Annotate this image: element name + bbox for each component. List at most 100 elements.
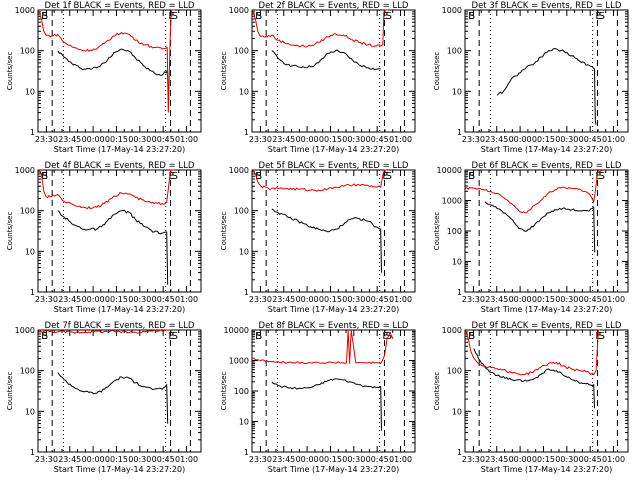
detector-panel-1: Det 1f BLACK = Events, RED = LLD 1 10 100 10… bbox=[6, 1, 202, 154]
event-marker-label: E bbox=[168, 331, 174, 342]
series-line-lld bbox=[38, 169, 175, 210]
x-axis-title: Start Time (17-May-14 23:27:20) bbox=[268, 145, 399, 154]
x-tick-label: 00:00 bbox=[296, 455, 319, 464]
x-tick-label: 00:45 bbox=[366, 455, 389, 464]
x-tick-label: 23:45 bbox=[58, 455, 81, 464]
event-marker-label: E bbox=[255, 171, 261, 182]
y-tick-label: 100 bbox=[20, 207, 35, 216]
y-tick-label: 100 bbox=[234, 207, 249, 216]
y-tick-label: 10 bbox=[25, 87, 35, 96]
plot-frame bbox=[37, 9, 202, 133]
series-line-lld bbox=[465, 169, 604, 214]
x-tick-label: 00:30 bbox=[128, 295, 151, 304]
plot-frame bbox=[464, 329, 629, 453]
event-marker-label: S bbox=[42, 331, 48, 342]
event-marker-label: S bbox=[599, 171, 605, 182]
x-tick-label: 23:30 bbox=[249, 135, 272, 144]
y-tick-label: 1 bbox=[244, 448, 249, 457]
x-axis-title: Start Time (17-May-14 23:27:20) bbox=[54, 145, 185, 154]
x-axis-title: Start Time (17-May-14 23:27:20) bbox=[268, 465, 399, 474]
y-tick-label: 1 bbox=[30, 128, 35, 137]
x-tick-label: 23:45 bbox=[485, 135, 508, 144]
x-tick-label: 23:45 bbox=[272, 135, 295, 144]
x-tick-label: 00:30 bbox=[342, 455, 365, 464]
event-marker-label: S bbox=[599, 331, 605, 342]
x-tick-label: 00:30 bbox=[555, 135, 578, 144]
x-axis-title: Start Time (17-May-14 23:27:20) bbox=[481, 465, 612, 474]
x-tick-label: 01:00 bbox=[389, 135, 412, 144]
event-marker-label: E bbox=[382, 11, 388, 22]
event-marker-label: S bbox=[599, 11, 605, 22]
x-tick-label: 00:45 bbox=[152, 295, 175, 304]
event-marker-label: E bbox=[41, 331, 47, 342]
y-tick-label: 100 bbox=[20, 367, 35, 376]
event-marker-label: S bbox=[469, 11, 475, 22]
panel-title: Det 2f BLACK = Events, RED = LLD bbox=[259, 1, 409, 11]
event-marker-label: S bbox=[469, 171, 475, 182]
x-tick-label: 00:45 bbox=[152, 135, 175, 144]
event-marker-label: E bbox=[595, 171, 601, 182]
event-marker-label: E bbox=[41, 11, 47, 22]
y-tick-label: 1 bbox=[244, 128, 249, 137]
plot-frame bbox=[251, 329, 416, 453]
x-tick-label: 00:45 bbox=[579, 135, 602, 144]
event-marker-label: S bbox=[172, 171, 178, 182]
event-marker-label: S bbox=[469, 331, 475, 342]
y-axis-title: Counts/sec bbox=[433, 52, 441, 91]
y-tick-label: 1000 bbox=[442, 326, 462, 335]
y-axis-title: Counts/sec bbox=[433, 212, 441, 251]
x-axis-title: Start Time (17-May-14 23:27:20) bbox=[268, 305, 399, 314]
y-axis-title: Counts/sec bbox=[6, 52, 14, 91]
event-marker-label: E bbox=[382, 171, 388, 182]
x-tick-label: 00:15 bbox=[532, 295, 555, 304]
y-tick-label: 1000 bbox=[15, 6, 35, 15]
x-tick-label: 23:45 bbox=[485, 455, 508, 464]
y-tick-label: 1 bbox=[457, 288, 462, 297]
plot-frame bbox=[37, 329, 202, 453]
x-tick-label: 01:00 bbox=[175, 455, 198, 464]
x-tick-label: 01:00 bbox=[175, 135, 198, 144]
x-axis-title: Start Time (17-May-14 23:27:20) bbox=[54, 465, 185, 474]
y-tick-label: 10000 bbox=[224, 326, 249, 335]
x-tick-label: 01:00 bbox=[602, 455, 625, 464]
x-axis-title: Start Time (17-May-14 23:27:20) bbox=[481, 305, 612, 314]
x-tick-label: 00:00 bbox=[509, 135, 532, 144]
event-marker-label: S bbox=[42, 171, 48, 182]
x-tick-label: 23:30 bbox=[35, 455, 58, 464]
x-tick-label: 00:15 bbox=[532, 455, 555, 464]
event-marker-label: E bbox=[468, 331, 474, 342]
event-marker-label: S bbox=[386, 11, 392, 22]
event-marker-label: E bbox=[595, 11, 601, 22]
detector-panel-6: Det 6f BLACK = Events, RED = LLD 1 10 100 10… bbox=[433, 161, 629, 314]
y-axis-title: Counts/sec bbox=[220, 212, 228, 251]
series-line-events bbox=[496, 47, 597, 125]
series-line-lld bbox=[252, 169, 387, 192]
y-tick-label: 1000 bbox=[229, 6, 249, 15]
y-tick-label: 1000 bbox=[15, 326, 35, 335]
panel-title: Det 1f BLACK = Events, RED = LLD bbox=[45, 1, 195, 11]
y-axis-title: Counts/sec bbox=[433, 372, 441, 411]
y-tick-label: 10 bbox=[239, 418, 249, 427]
x-tick-label: 23:30 bbox=[35, 135, 58, 144]
y-axis-title: Counts/sec bbox=[220, 52, 228, 91]
panel-title: Det 8f BLACK = Events, RED = LLD bbox=[259, 321, 409, 331]
event-marker-label: E bbox=[468, 11, 474, 22]
event-marker-label: S bbox=[386, 171, 392, 182]
x-tick-label: 00:15 bbox=[319, 295, 342, 304]
detector-panel-8: Det 8f BLACK = Events, RED = LLD 1 10 100 10… bbox=[220, 321, 416, 474]
event-marker-label: S bbox=[172, 331, 178, 342]
y-axis-title: Counts/sec bbox=[6, 212, 14, 251]
x-tick-label: 00:45 bbox=[579, 295, 602, 304]
y-tick-label: 100 bbox=[447, 367, 462, 376]
x-tick-label: 00:00 bbox=[296, 295, 319, 304]
panel-title: Det 5f BLACK = Events, RED = LLD bbox=[259, 161, 409, 171]
x-tick-label: 23:30 bbox=[462, 455, 485, 464]
y-tick-label: 100 bbox=[20, 47, 35, 56]
x-tick-label: 01:00 bbox=[602, 135, 625, 144]
y-tick-label: 100 bbox=[234, 387, 249, 396]
series-line-events bbox=[484, 201, 596, 253]
x-tick-label: 23:45 bbox=[58, 135, 81, 144]
event-marker-label: S bbox=[256, 331, 262, 342]
plot-frame bbox=[464, 9, 629, 133]
plot-frame bbox=[251, 169, 416, 293]
